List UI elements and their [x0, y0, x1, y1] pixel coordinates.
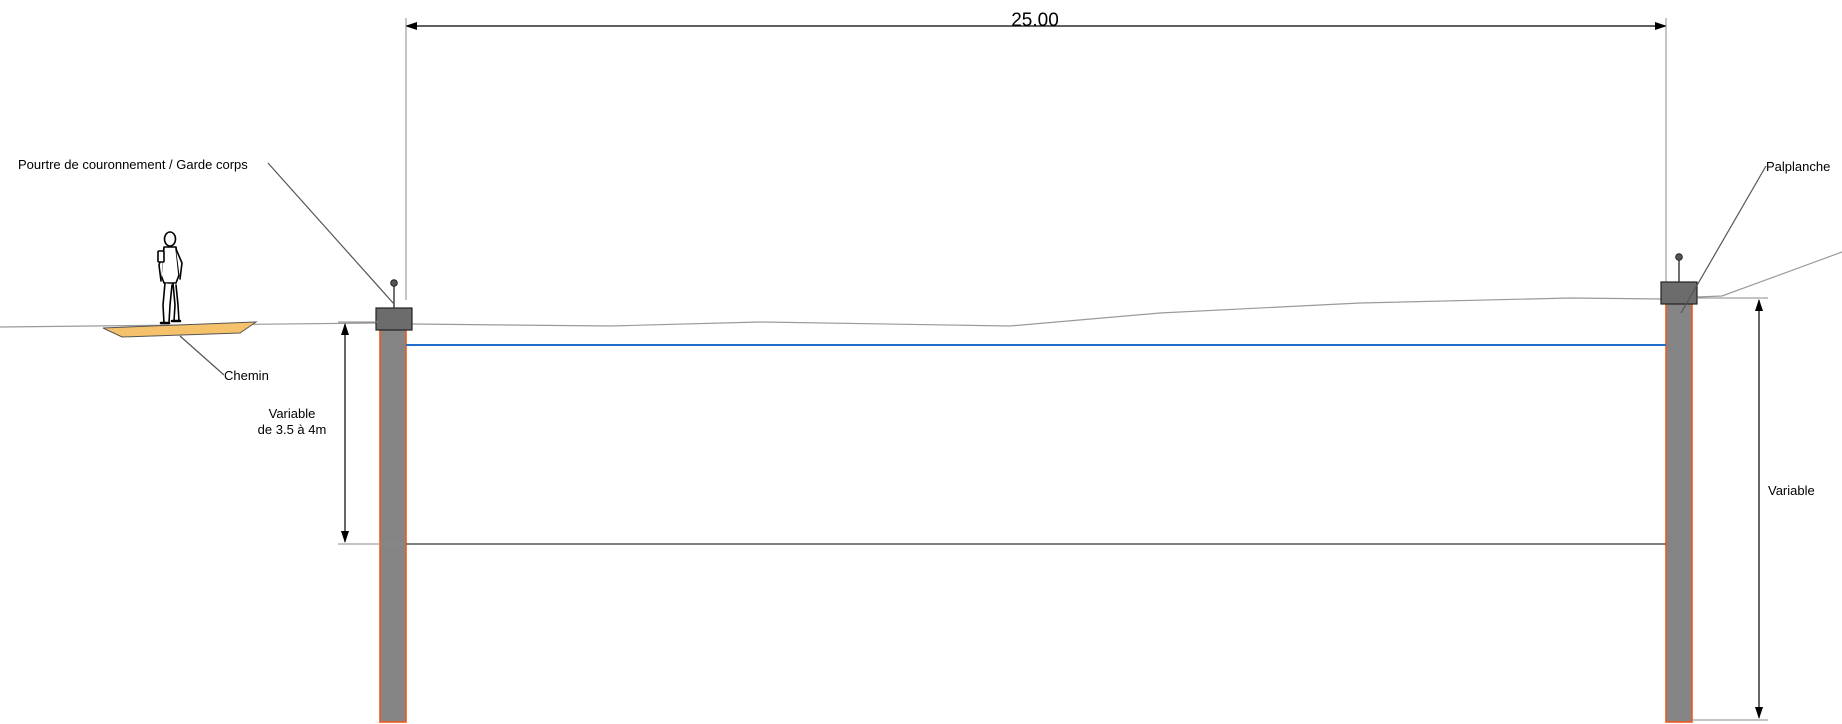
left-cap-beam	[375, 307, 413, 331]
callout-path: Chemin	[179, 335, 269, 383]
width-dimension-value: 25.00	[1011, 10, 1059, 31]
pedestrian-figure-icon	[157, 231, 183, 325]
right-depth-dimension: Variable	[1692, 297, 1815, 721]
left-depth-label-line1: Variable	[269, 406, 316, 421]
path-surface	[102, 321, 258, 338]
ground-line-right-bank	[1696, 251, 1842, 298]
guardrail-post-icon	[1675, 253, 1683, 282]
right-cap-beam	[1660, 281, 1698, 305]
left-bank-structure	[375, 279, 413, 723]
left-depth-dimension: Variable de 3.5 à 4m	[258, 321, 406, 545]
callout-left-beam-label: Pourtre de couronnement / Garde corps	[18, 157, 248, 172]
ground-profile	[0, 251, 1842, 328]
right-depth-label: Variable	[1768, 483, 1815, 498]
callout-sheet-pile-label: Palplanche	[1766, 159, 1830, 174]
callout-path-label: Chemin	[224, 368, 269, 383]
ground-line-between-banks	[411, 297, 1663, 327]
callout-sheet-pile: Palplanche	[1680, 159, 1830, 314]
callout-left-beam: Pourtre de couronnement / Garde corps	[18, 157, 395, 305]
width-dimension: 25.00	[405, 10, 1667, 300]
right-bank-structure	[1660, 253, 1698, 723]
right-sheet-pile	[1665, 301, 1693, 723]
left-depth-label-line2: de 3.5 à 4m	[258, 422, 327, 437]
left-sheet-pile	[379, 327, 407, 723]
